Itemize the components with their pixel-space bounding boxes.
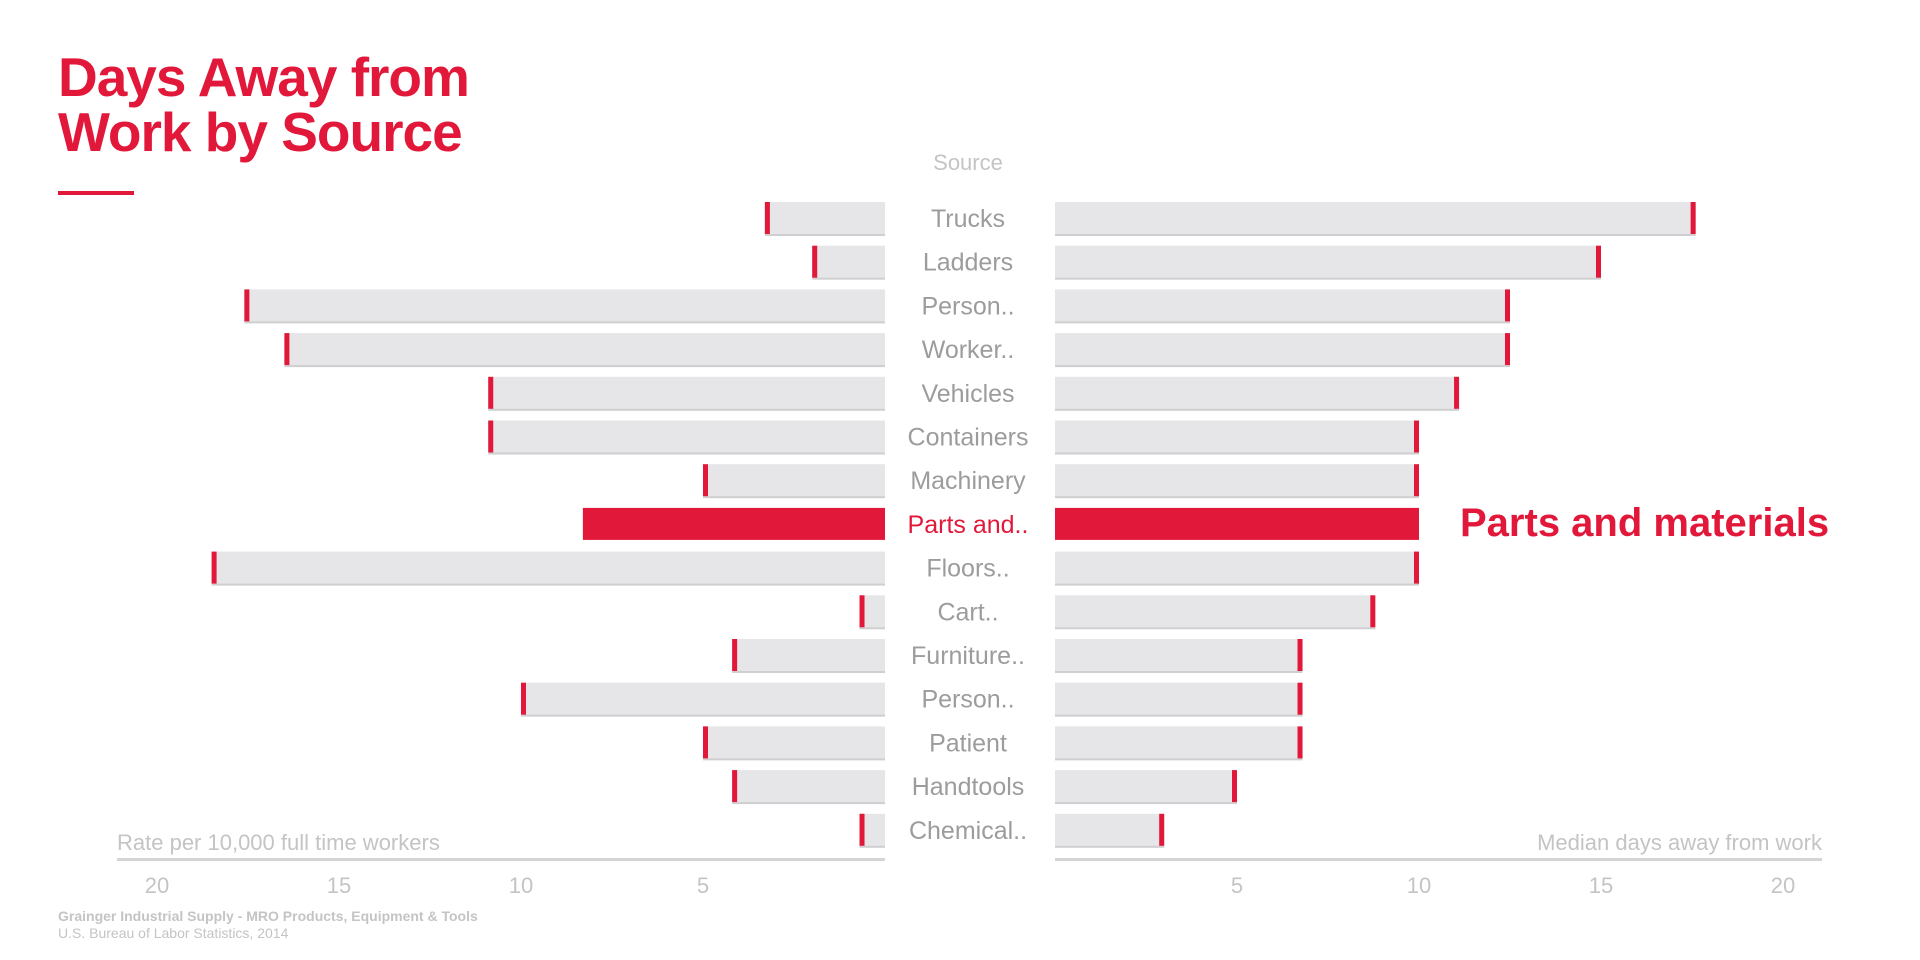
right-bar: [1055, 726, 1303, 759]
left-axis-label: Rate per 10,000 full time workers: [117, 830, 440, 855]
right-bar-value-marker: [1414, 551, 1419, 584]
category-label: Floors..: [926, 555, 1009, 583]
left-bar: [764, 202, 885, 234]
right-bar: [1055, 333, 1510, 366]
right-bar-value-marker: [1232, 770, 1237, 803]
left-bar-value-marker: [244, 289, 250, 322]
right-bar-value-marker: [1454, 376, 1460, 409]
category-label: Person..: [921, 292, 1014, 320]
category-label: Person..: [921, 686, 1014, 714]
right-bar: [1055, 639, 1303, 671]
left-bar-value-marker: [812, 245, 818, 278]
left-bar-value-marker: [488, 420, 494, 453]
left-bars: [211, 202, 886, 848]
right-bar: [1055, 202, 1696, 234]
left-bar: [284, 333, 885, 366]
left-bar-value-marker: [703, 726, 708, 759]
right-bar-value-marker: [1690, 202, 1696, 234]
axes: 20 15 10 5 5 10 15 20: [117, 858, 1822, 898]
right-bar-highlight: [1055, 507, 1419, 540]
left-bar: [732, 639, 885, 671]
category-label: Furniture..: [911, 642, 1025, 670]
right-bar-value-marker: [1596, 245, 1601, 278]
right-bar-value-marker: [1414, 464, 1419, 497]
right-bar: [1055, 682, 1303, 715]
right-bar: [1055, 813, 1165, 846]
chart-title-line-2: Work by Source: [58, 101, 463, 163]
left-tick-label: 5: [697, 873, 709, 898]
chart-title-line-1: Days Away from: [58, 46, 470, 108]
category-label: Handtools: [912, 773, 1025, 801]
left-bar-value-marker: [703, 464, 708, 497]
right-bar: [1055, 551, 1419, 584]
right-tick-label: 10: [1407, 873, 1431, 898]
category-label: Ladders: [923, 249, 1013, 277]
category-labels: Trucks Ladders Person.. Worker.. Vehicles Con…: [908, 205, 1029, 845]
left-axis-line: [117, 858, 885, 861]
category-label: Parts and..: [908, 511, 1029, 539]
right-tick-label: 20: [1771, 873, 1795, 898]
left-bar: [521, 682, 885, 715]
left-bar: [703, 464, 885, 497]
left-bar-value-marker: [488, 376, 494, 409]
category-label: Machinery: [910, 467, 1026, 495]
right-bar-value-marker: [1297, 726, 1303, 759]
right-bar: [1055, 595, 1376, 628]
left-bar: [488, 376, 885, 409]
footer-source: Grainger Industrial Supply - MRO Product…: [58, 908, 478, 924]
left-tick-label: 20: [145, 873, 169, 898]
right-bar: [1055, 376, 1460, 409]
left-bar-value-marker: [859, 595, 865, 628]
right-axis-label: Median days away from work: [1537, 830, 1823, 855]
right-bar: [1055, 289, 1510, 322]
title-underline: [58, 191, 134, 195]
right-bar: [1055, 420, 1419, 453]
right-bar-value-marker: [1297, 682, 1303, 715]
category-label: Patient: [929, 729, 1007, 757]
left-bar-value-marker: [521, 682, 526, 715]
left-bar-value-marker: [732, 770, 738, 803]
left-bar: [211, 551, 886, 584]
category-label: Vehicles: [921, 380, 1014, 408]
right-bar: [1055, 245, 1601, 278]
left-bar: [488, 420, 885, 453]
left-bar: [812, 245, 885, 278]
right-bar-value-marker: [1297, 639, 1303, 671]
left-bar-value-marker: [732, 639, 738, 671]
footer-credit: U.S. Bureau of Labor Statistics, 2014: [58, 925, 289, 941]
left-tick-label: 10: [509, 873, 533, 898]
right-tick-label: 15: [1589, 873, 1613, 898]
left-bar-value-marker: [284, 333, 290, 366]
left-tick-label: 15: [327, 873, 351, 898]
left-bar: [732, 770, 885, 803]
category-label: Trucks: [931, 205, 1005, 233]
left-bar-value-marker: [859, 813, 865, 846]
left-bar: [244, 289, 886, 322]
category-label: Cart..: [937, 598, 998, 626]
chart-title: Days Away from Work by Source: [58, 46, 470, 163]
right-axis-line: [1055, 858, 1822, 861]
left-bar-value-marker: [211, 551, 217, 584]
right-bar-value-marker: [1414, 420, 1419, 453]
right-bar-value-marker: [1505, 289, 1510, 322]
footer: Grainger Industrial Supply - MRO Product…: [58, 908, 478, 942]
right-bar-value-marker: [1505, 333, 1510, 366]
right-bar-value-marker: [1159, 813, 1165, 846]
right-tick-label: 5: [1231, 873, 1243, 898]
category-header: Source: [933, 150, 1003, 175]
category-label: Chemical..: [909, 817, 1027, 845]
category-label: Worker..: [922, 336, 1015, 364]
left-bar: [703, 726, 885, 759]
right-bar: [1055, 770, 1237, 803]
highlight-label: Parts and materials: [1460, 501, 1829, 545]
right-bar: [1055, 464, 1419, 497]
category-label: Containers: [908, 424, 1029, 452]
right-bars: [1055, 202, 1696, 848]
left-bar-value-marker: [764, 202, 770, 234]
left-bar-highlight: [582, 507, 885, 540]
right-bar-value-marker: [1370, 595, 1376, 628]
